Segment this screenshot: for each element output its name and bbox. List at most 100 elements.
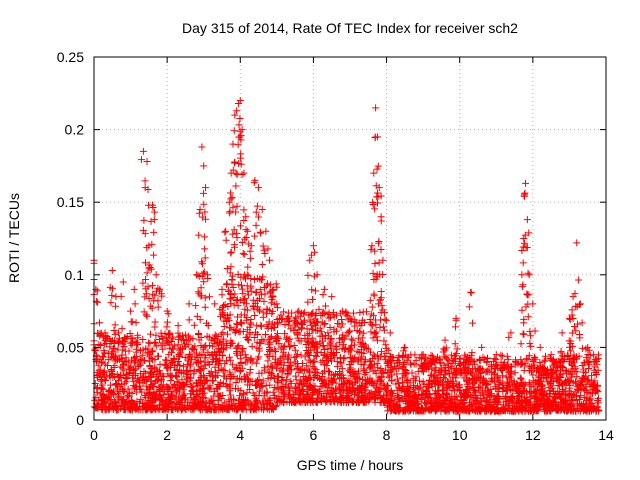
data-point-plus: [166, 364, 174, 372]
data-point-plus: [430, 398, 438, 406]
data-point-plus: [205, 361, 213, 369]
data-point-plus: [592, 369, 600, 377]
data-point-plus: [540, 370, 548, 378]
data-point-plus: [372, 104, 380, 112]
data-point-plus: [251, 312, 259, 320]
data-point-plus: [420, 368, 428, 376]
data-point-plus: [112, 302, 120, 310]
data-point-plus: [250, 402, 258, 410]
data-point-plus: [194, 271, 202, 279]
data-point-plus: [295, 386, 303, 394]
data-point-plus: [234, 406, 242, 414]
data-point-plus: [308, 385, 316, 393]
data-point-plus: [187, 405, 195, 413]
data-point-plus: [417, 395, 425, 403]
data-point-plus: [436, 355, 444, 363]
data-point-plus: [320, 285, 328, 293]
data-point-plus: [441, 336, 449, 344]
data-point-plus: [258, 205, 266, 213]
data-point-plus: [349, 309, 357, 317]
data-point-plus: [406, 388, 414, 396]
data-point-plus: [326, 313, 334, 321]
data-point-plus: [233, 313, 241, 321]
data-point-plus: [337, 323, 345, 331]
data-point-plus: [144, 283, 152, 291]
data-point-plus: [366, 296, 374, 304]
data-point-plus: [492, 383, 500, 391]
data-point-plus: [197, 367, 205, 375]
data-point-plus: [275, 385, 283, 393]
data-point-plus: [462, 353, 470, 361]
data-point-plus: [259, 399, 267, 407]
data-point-plus: [371, 205, 379, 213]
data-point-plus: [520, 315, 528, 323]
data-point-plus: [261, 290, 269, 298]
data-point-plus: [221, 228, 229, 236]
data-point-plus: [540, 406, 548, 414]
data-point-plus: [448, 373, 456, 381]
data-point-plus: [559, 357, 567, 365]
data-point-plus: [171, 342, 179, 350]
data-point-plus: [468, 349, 476, 357]
data-point-plus: [297, 351, 305, 359]
data-point-plus: [255, 376, 263, 384]
data-point-plus: [497, 358, 505, 366]
x-axis-label: GPS time / hours: [297, 457, 404, 473]
data-point-plus: [170, 355, 178, 363]
data-point-plus: [569, 396, 577, 404]
data-point-plus: [258, 260, 266, 268]
data-point-plus: [241, 305, 249, 313]
data-point-plus: [415, 392, 423, 400]
data-point-plus: [366, 357, 374, 365]
data-point-plus: [159, 345, 167, 353]
data-point-plus: [167, 405, 175, 413]
data-point-plus: [157, 329, 165, 337]
data-point-plus: [295, 368, 303, 376]
data-point-plus: [148, 304, 156, 312]
data-point-plus: [290, 327, 298, 335]
data-point-plus: [399, 407, 407, 415]
data-point-plus: [346, 369, 354, 377]
data-point-plus: [495, 407, 503, 415]
data-point-plus: [255, 213, 263, 221]
data-point-plus: [581, 404, 589, 412]
data-point-plus: [113, 356, 121, 364]
data-point-plus: [341, 354, 349, 362]
data-point-plus: [284, 391, 292, 399]
data-point-plus: [213, 351, 221, 359]
data-point-plus: [226, 290, 234, 298]
data-point-plus: [191, 353, 199, 361]
data-point-plus: [234, 141, 242, 149]
data-point-plus: [543, 369, 551, 377]
data-point-plus: [528, 368, 536, 376]
data-point-plus: [351, 322, 359, 330]
data-point-plus: [304, 298, 312, 306]
data-point-plus: [370, 292, 378, 300]
data-point-plus: [237, 367, 245, 375]
data-point-plus: [229, 230, 237, 238]
data-point-plus: [97, 366, 105, 374]
data-point-plus: [235, 392, 243, 400]
data-point-plus: [379, 306, 387, 314]
data-point-plus: [165, 351, 173, 359]
data-point-plus: [422, 388, 430, 396]
data-point-plus: [208, 397, 216, 405]
data-point-plus: [531, 387, 539, 395]
data-point-plus: [160, 404, 168, 412]
data-point-plus: [96, 356, 104, 364]
data-point-plus: [140, 368, 148, 376]
data-point-plus: [227, 189, 235, 197]
data-point-plus: [329, 378, 337, 386]
data-point-plus: [288, 398, 296, 406]
data-point-plus: [196, 316, 204, 324]
data-point-plus: [319, 380, 327, 388]
data-point-plus: [594, 355, 602, 363]
data-point-plus: [263, 305, 271, 313]
data-point-plus: [309, 242, 317, 250]
data-point-plus: [94, 403, 102, 411]
data-point-plus: [182, 331, 190, 339]
data-point-plus: [246, 330, 254, 338]
data-point-plus: [117, 396, 125, 404]
data-point-plus: [176, 367, 184, 375]
data-point-plus: [323, 387, 331, 395]
